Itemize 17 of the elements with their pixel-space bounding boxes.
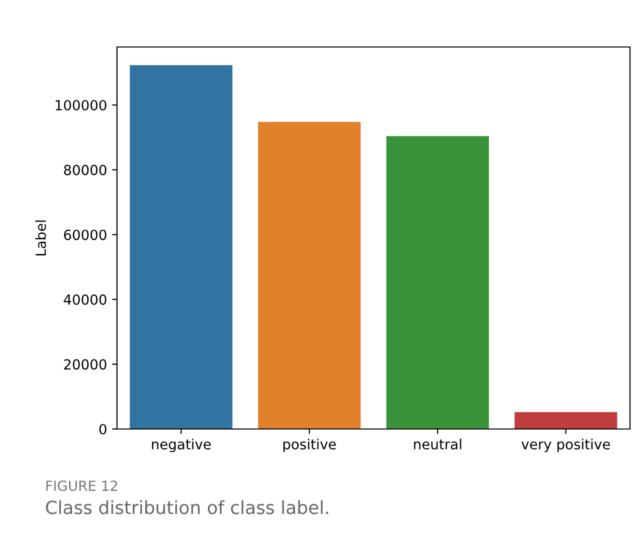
x-tick-label: negative <box>152 438 211 452</box>
x-tick-label: very positive <box>521 438 610 452</box>
y-tick-label: 40000 <box>64 294 106 305</box>
bar <box>130 65 232 429</box>
bar <box>386 136 489 429</box>
y-tick-label: 80000 <box>64 164 106 176</box>
y-tick-label: 20000 <box>64 359 106 370</box>
y-tick-label: 0 <box>99 424 106 434</box>
bar <box>514 412 618 429</box>
bar <box>258 122 361 429</box>
y-tick-label: 100000 <box>56 100 106 110</box>
text: Class distribution of class label. <box>46 500 328 514</box>
x-tick-label: neutral <box>414 438 462 450</box>
caption: FIGURE 12 <box>46 480 118 492</box>
y-axis-title: Label <box>35 220 46 256</box>
x-tick-label: positive <box>283 438 336 452</box>
y-tick-label: 60000 <box>64 230 106 240</box>
